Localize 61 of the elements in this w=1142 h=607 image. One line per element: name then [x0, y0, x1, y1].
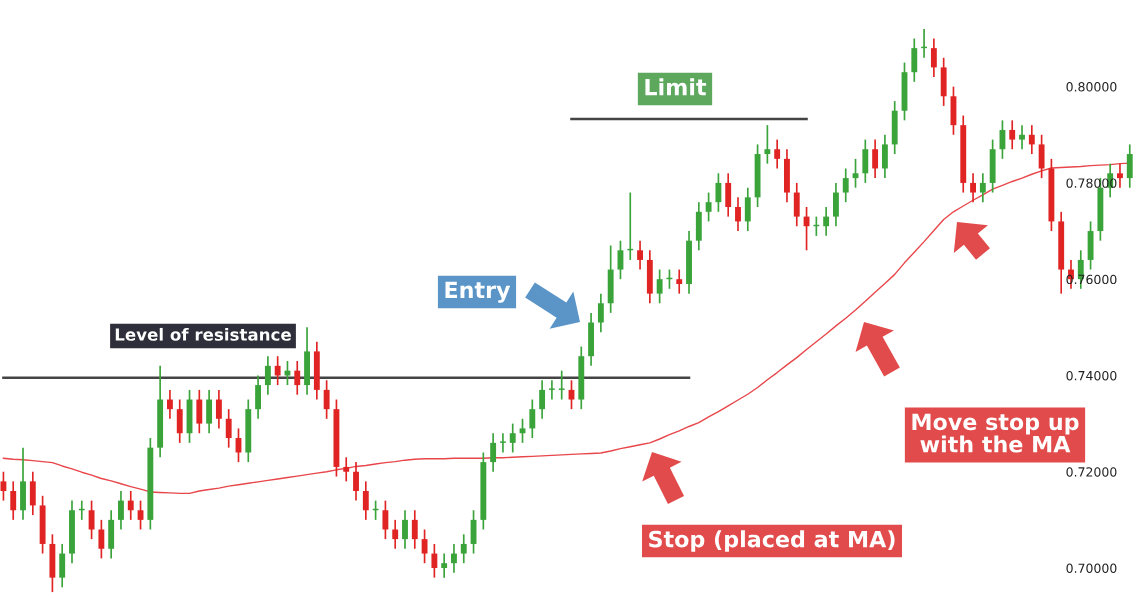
candlestick: [764, 124, 771, 165]
candlestick: [88, 499, 95, 540]
candlestick: [637, 239, 643, 271]
candlestick: [392, 519, 399, 550]
candlestick: [323, 379, 330, 420]
candlestick: [127, 490, 134, 521]
y-tick-label: 0.70000: [1066, 563, 1117, 573]
candlestick: [597, 292, 604, 333]
candlestick: [490, 432, 497, 473]
candlestick: [529, 398, 536, 439]
candlestick: [215, 389, 222, 430]
y-tick-label: 0.80000: [1066, 82, 1117, 92]
y-tick-label: 0.72000: [1066, 467, 1117, 477]
candlestick: [499, 432, 506, 454]
candlestick: [431, 543, 438, 579]
candlestick: [705, 191, 712, 223]
annotation: Entry: [445, 281, 511, 303]
candlestick: [1028, 124, 1035, 155]
candlestick: [294, 360, 301, 396]
candlestick: [10, 480, 17, 521]
candlestick: [823, 206, 830, 237]
candlestick: [382, 499, 389, 540]
candlestick: [970, 172, 976, 204]
candlestick: [1019, 124, 1025, 151]
candlestick: [402, 509, 408, 550]
candlestick: [343, 456, 350, 483]
y-tick-label: 0.74000: [1066, 370, 1117, 381]
candlestick: [1009, 119, 1016, 151]
candlestick: [676, 268, 683, 295]
candlestick: [441, 552, 448, 579]
candlestick: [460, 533, 467, 565]
candlestick: [715, 172, 722, 213]
candlestick: [539, 379, 546, 420]
candlestick: [735, 196, 741, 232]
candlestick: [264, 355, 271, 396]
annotation: Move stop up with the MA: [912, 413, 1079, 453]
candlestick: [98, 519, 105, 560]
candlestick: [558, 369, 565, 401]
candlestick: [225, 408, 232, 449]
candlestick: [930, 37, 937, 78]
candlestick: [411, 509, 418, 550]
candlestick: [842, 167, 849, 204]
annotation: Stop (placed at MA): [649, 530, 895, 552]
candlestick: [421, 528, 428, 565]
candlestick: [362, 480, 369, 521]
candlestick: [999, 119, 1006, 160]
candlestick: [872, 138, 879, 179]
annotation: Level of resistance: [115, 327, 291, 341]
candlestick: [1117, 162, 1123, 189]
candlestick: [509, 422, 516, 454]
candlestick: [166, 389, 173, 420]
candlestick: [774, 138, 781, 170]
candlestick: [548, 379, 555, 401]
candlestick: [0, 470, 7, 502]
candlestick: [118, 490, 124, 531]
candlestick: [353, 461, 359, 502]
annotation: Limit: [645, 78, 707, 96]
candlestick: [979, 172, 986, 204]
candlestick: [451, 543, 457, 574]
candlestick: [274, 355, 281, 386]
candlestick: [656, 268, 663, 305]
